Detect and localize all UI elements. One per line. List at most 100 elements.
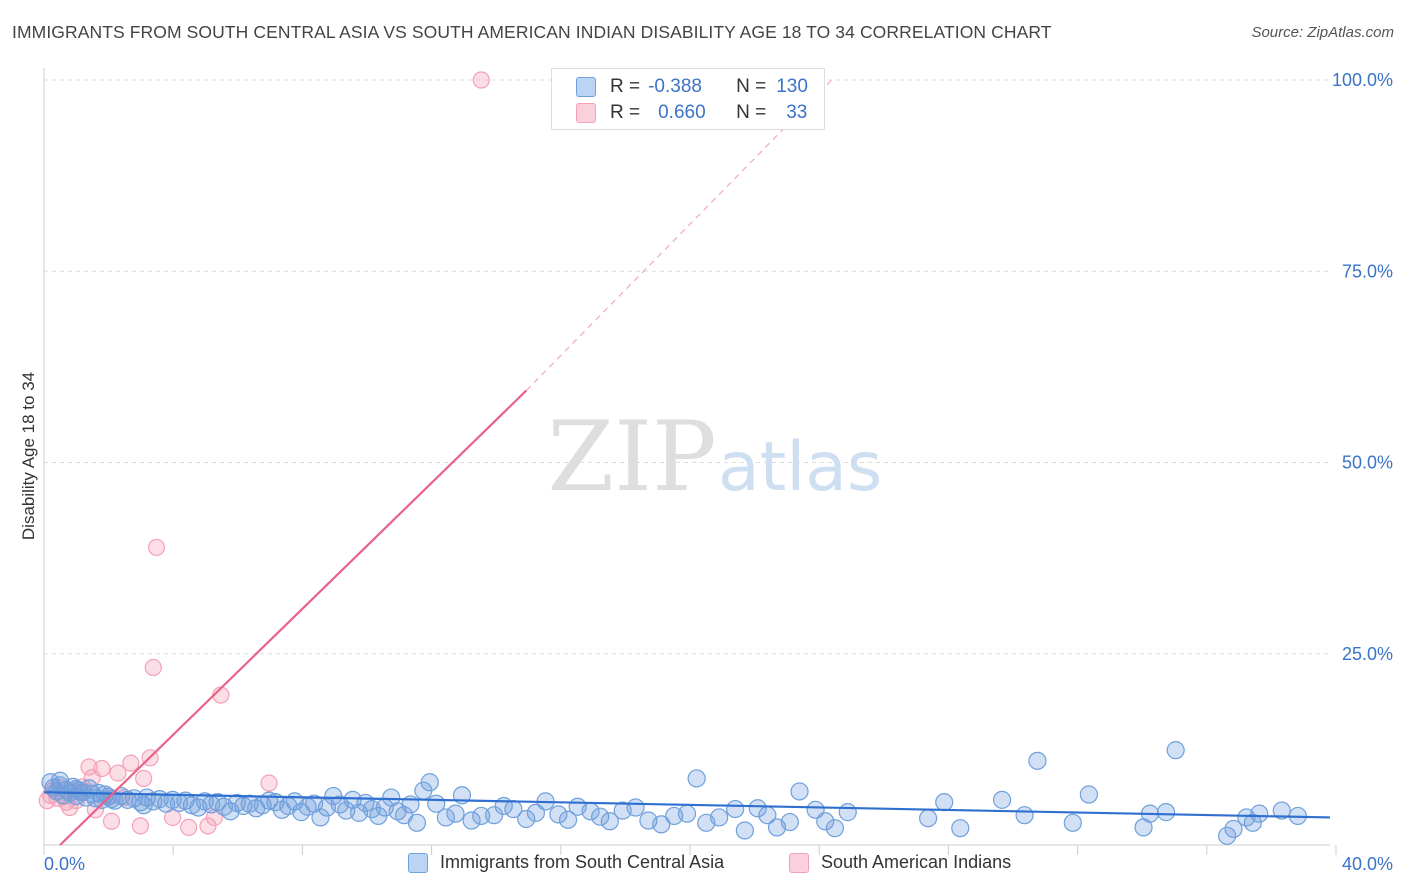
pink-trend-line xyxy=(59,389,528,846)
legend-n-value: 130 xyxy=(776,76,808,97)
legend-row-pink: R = 0.660 N = 33 xyxy=(576,101,807,125)
x-tick-label-0: 0.0% xyxy=(44,854,85,874)
blue-point-124 xyxy=(1272,801,1291,820)
legend-item-blue: Immigrants from South Central Asia xyxy=(408,852,724,873)
blue-point-111 xyxy=(1015,806,1034,825)
blue-point-82 xyxy=(558,810,578,829)
y-tick-label-2: 75.0% xyxy=(1342,261,1393,281)
blue-point-78 xyxy=(517,809,536,829)
blue-trend-line xyxy=(43,791,1331,819)
blue-point-96 xyxy=(726,799,745,819)
blue-point-107 xyxy=(919,809,938,828)
trend-lines xyxy=(43,79,1331,846)
blue-point-101 xyxy=(780,812,799,832)
legend-r-label: R = xyxy=(610,76,641,97)
legend-n-label: N = xyxy=(736,76,767,97)
blue-points xyxy=(41,741,1307,845)
blue-point-70 xyxy=(436,808,455,827)
blue-point-85 xyxy=(591,807,610,826)
series-legend: Immigrants from South Central Asia South… xyxy=(0,852,1406,878)
pink-point-15 xyxy=(93,759,111,778)
blue-point-108 xyxy=(935,793,954,812)
blue-point-66 xyxy=(407,813,427,832)
blue-point-68 xyxy=(420,773,439,792)
blue-point-51 xyxy=(311,808,330,827)
blue-point-102 xyxy=(790,782,809,801)
watermark-atlas: atlas xyxy=(718,428,882,507)
grid-lines xyxy=(44,79,1330,655)
legend-swatch-blue xyxy=(576,77,596,97)
pink-point-22 xyxy=(135,769,153,788)
y-tick-label-0: 25.0% xyxy=(1342,644,1393,664)
blue-point-129 xyxy=(134,796,153,815)
chart-title: IMMIGRANTS FROM SOUTH CENTRAL ASIA VS SO… xyxy=(12,22,1052,42)
legend-label-pink: South American Indians xyxy=(821,852,1012,872)
blue-point-110 xyxy=(992,790,1012,809)
blue-point-119 xyxy=(1218,826,1237,845)
legend-n-value: 33 xyxy=(786,102,808,123)
pink-points xyxy=(38,71,490,837)
blue-point-114 xyxy=(1079,785,1098,804)
blue-point-35 xyxy=(208,793,227,812)
pink-point-21 xyxy=(131,817,150,835)
legend-swatch-pink xyxy=(576,103,596,123)
pink-point-32 xyxy=(472,71,490,89)
blue-point-104 xyxy=(816,812,835,831)
blue-point-90 xyxy=(652,815,671,834)
pink-point-12 xyxy=(80,758,98,776)
legend-swatch-blue xyxy=(408,852,428,873)
blue-point-75 xyxy=(485,806,504,825)
legend-item-pink: South American Indians xyxy=(789,852,1011,873)
blue-point-120 xyxy=(1224,819,1243,839)
legend-swatch-pink xyxy=(789,852,809,873)
source-label: Source: ZipAtlas.com xyxy=(1251,24,1394,41)
axes xyxy=(43,68,1337,855)
y-tick-label-1: 50.0% xyxy=(1342,453,1393,473)
blue-point-109 xyxy=(951,819,970,838)
blue-point-88 xyxy=(626,798,645,817)
x-tick-label-1: 40.0% xyxy=(1342,854,1393,874)
blue-point-93 xyxy=(687,769,706,788)
legend-label-blue: Immigrants from South Central Asia xyxy=(440,852,725,872)
y-tick-label-3: 100.0% xyxy=(1332,70,1393,90)
legend-r-value: 0.660 xyxy=(658,102,706,123)
blue-point-71 xyxy=(446,804,465,823)
blue-point-86 xyxy=(600,812,619,831)
blue-point-117 xyxy=(1156,803,1176,822)
pink-point-25 xyxy=(147,538,166,557)
pink-trend-extension xyxy=(525,79,833,392)
legend-n-label: N = xyxy=(736,102,767,123)
blue-point-113 xyxy=(1063,813,1082,832)
pink-point-20 xyxy=(122,754,140,772)
blue-point-123 xyxy=(1250,804,1269,823)
tick-labels: 25.0% 50.0% 75.0% 100.0% 0.0% 40.0% xyxy=(44,70,1393,874)
blue-point-92 xyxy=(677,804,697,823)
pink-point-24 xyxy=(144,658,162,677)
pink-point-31 xyxy=(260,774,278,792)
correlation-legend: R = -0.388 N = 130 R = 0.660 N = 33 xyxy=(551,68,825,130)
pink-point-17 xyxy=(102,812,121,830)
blue-point-74 xyxy=(472,806,491,826)
blue-point-126 xyxy=(50,771,70,790)
blue-point-98 xyxy=(748,799,767,818)
watermark: ZIP atlas xyxy=(547,401,882,513)
blue-point-81 xyxy=(549,805,568,824)
y-axis-label: Disability Age 18 to 34 xyxy=(19,372,38,540)
blue-point-127 xyxy=(67,780,86,799)
blue-point-128 xyxy=(102,789,121,809)
legend-r-label: R = xyxy=(610,102,641,123)
blue-point-97 xyxy=(735,821,754,840)
blue-point-105 xyxy=(825,819,844,838)
blue-point-118 xyxy=(1166,741,1185,760)
blue-point-122 xyxy=(1243,813,1262,832)
watermark-zip: ZIP xyxy=(547,401,716,513)
blue-point-106 xyxy=(838,803,857,822)
legend-row-blue: R = -0.388 N = 130 xyxy=(576,75,808,99)
legend-r-value: -0.388 xyxy=(648,76,702,97)
blue-point-73 xyxy=(462,811,481,830)
pink-point-27 xyxy=(180,818,198,837)
blue-point-95 xyxy=(710,808,729,827)
pink-point-18 xyxy=(109,764,127,782)
blue-point-112 xyxy=(1028,751,1047,770)
